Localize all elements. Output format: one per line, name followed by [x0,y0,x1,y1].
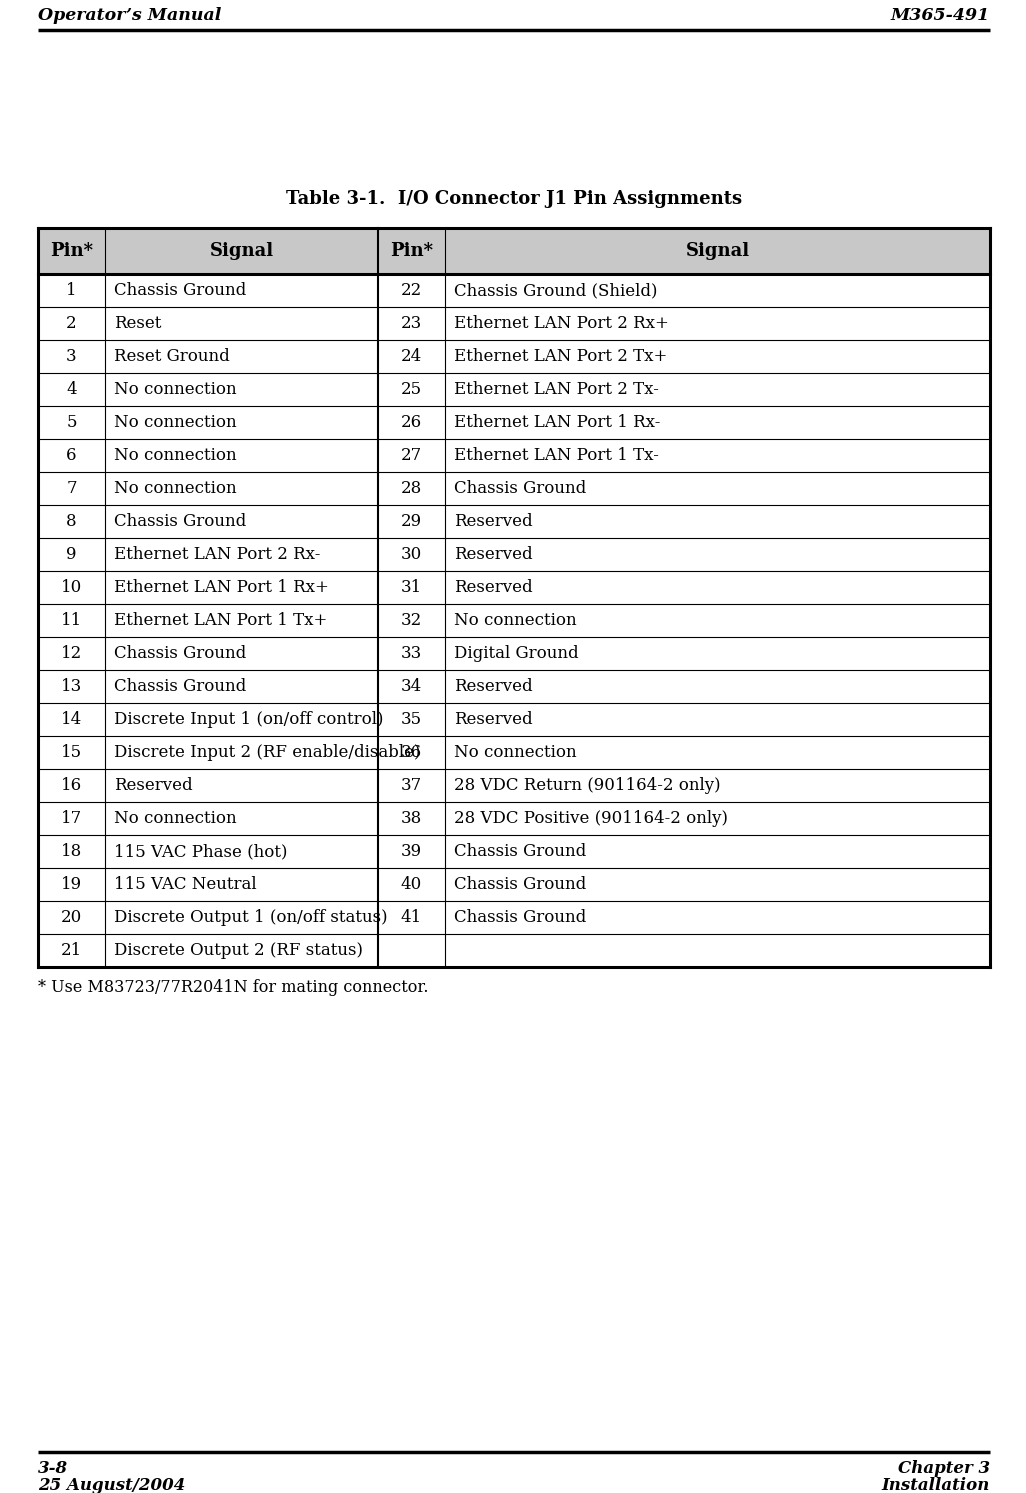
Text: 1: 1 [67,282,77,299]
Text: Reset Ground: Reset Ground [114,348,230,364]
Text: Chassis Ground: Chassis Ground [453,876,586,893]
Text: Reserved: Reserved [453,514,532,530]
Text: Ethernet LAN Port 2 Tx-: Ethernet LAN Port 2 Tx- [453,381,659,399]
Text: Reset: Reset [114,315,161,331]
Text: * Use M83723/77R2041N for mating connector.: * Use M83723/77R2041N for mating connect… [38,979,429,996]
Text: 22: 22 [401,282,422,299]
Text: 28 VDC Return (901164-2 only): 28 VDC Return (901164-2 only) [453,776,720,794]
Text: 12: 12 [61,645,82,661]
Text: Reserved: Reserved [453,711,532,729]
Text: 15: 15 [61,744,82,761]
Text: 2: 2 [67,315,77,331]
Text: Chassis Ground: Chassis Ground [453,481,586,497]
Text: Reserved: Reserved [453,678,532,696]
Text: Discrete Input 2 (RF enable/disable): Discrete Input 2 (RF enable/disable) [114,744,421,761]
Text: Reserved: Reserved [453,546,532,563]
Text: Ethernet LAN Port 1 Tx-: Ethernet LAN Port 1 Tx- [453,446,659,464]
Text: 10: 10 [61,579,82,596]
Text: Operator’s Manual: Operator’s Manual [38,7,222,24]
Text: Ethernet LAN Port 1 Rx+: Ethernet LAN Port 1 Rx+ [114,579,329,596]
Text: Signal: Signal [685,242,750,260]
Text: Ethernet LAN Port 2 Rx-: Ethernet LAN Port 2 Rx- [114,546,320,563]
Text: 39: 39 [401,844,422,860]
Text: Ethernet LAN Port 2 Rx+: Ethernet LAN Port 2 Rx+ [453,315,669,331]
Text: 8: 8 [67,514,77,530]
Text: Chapter 3: Chapter 3 [898,1460,990,1477]
Text: 24: 24 [401,348,422,364]
Text: 34: 34 [401,678,422,696]
Text: No connection: No connection [114,446,237,464]
Text: M365-491: M365-491 [891,7,990,24]
Text: Chassis Ground (Shield): Chassis Ground (Shield) [453,282,658,299]
Text: 18: 18 [61,844,82,860]
Text: Chassis Ground: Chassis Ground [453,844,586,860]
Text: 29: 29 [401,514,422,530]
Text: 115 VAC Neutral: 115 VAC Neutral [114,876,256,893]
Text: 3-8: 3-8 [38,1460,68,1477]
Text: Pin*: Pin* [390,242,433,260]
Text: Ethernet LAN Port 2 Tx+: Ethernet LAN Port 2 Tx+ [453,348,667,364]
Text: 13: 13 [61,678,82,696]
Text: No connection: No connection [114,481,237,497]
Text: 37: 37 [401,776,422,794]
Text: Discrete Output 2 (RF status): Discrete Output 2 (RF status) [114,942,363,959]
Text: Ethernet LAN Port 1 Tx+: Ethernet LAN Port 1 Tx+ [114,612,327,629]
Text: 14: 14 [61,711,82,729]
Text: 28: 28 [401,481,422,497]
Text: Pin*: Pin* [50,242,93,260]
Text: Digital Ground: Digital Ground [453,645,579,661]
Text: No connection: No connection [114,811,237,827]
Text: 28 VDC Positive (901164-2 only): 28 VDC Positive (901164-2 only) [453,811,728,827]
Text: Signal: Signal [209,242,274,260]
Text: 4: 4 [67,381,77,399]
Text: 35: 35 [401,711,422,729]
Text: Reserved: Reserved [453,579,532,596]
Text: No connection: No connection [453,612,577,629]
Text: 115 VAC Phase (hot): 115 VAC Phase (hot) [114,844,287,860]
Text: Reserved: Reserved [114,776,193,794]
Text: 7: 7 [67,481,77,497]
Text: Chassis Ground: Chassis Ground [453,909,586,926]
Text: 11: 11 [61,612,82,629]
Text: 25: 25 [401,381,422,399]
Text: 32: 32 [401,612,422,629]
Text: 17: 17 [61,811,82,827]
Text: 31: 31 [401,579,422,596]
Text: 40: 40 [401,876,422,893]
Text: Chassis Ground: Chassis Ground [114,282,246,299]
Text: 21: 21 [61,942,82,959]
Text: Discrete Input 1 (on/off control): Discrete Input 1 (on/off control) [114,711,384,729]
Text: No connection: No connection [453,744,577,761]
Text: Chassis Ground: Chassis Ground [114,678,246,696]
Text: Installation: Installation [881,1477,990,1493]
Text: 16: 16 [61,776,82,794]
Text: 5: 5 [67,414,77,431]
Text: 6: 6 [67,446,77,464]
Text: 25 August/2004: 25 August/2004 [38,1477,186,1493]
Text: No connection: No connection [114,381,237,399]
Bar [38,228,990,275]
Text: 19: 19 [61,876,82,893]
Text: 36: 36 [401,744,422,761]
Text: Table 3-1.  I/O Connector J1 Pin Assignments: Table 3-1. I/O Connector J1 Pin Assignme… [286,190,742,208]
Text: 33: 33 [401,645,422,661]
Text: No connection: No connection [114,414,237,431]
Text: 38: 38 [401,811,422,827]
Text: 41: 41 [401,909,422,926]
Text: 20: 20 [61,909,82,926]
Text: 3: 3 [67,348,77,364]
Text: 26: 26 [401,414,422,431]
Text: 23: 23 [401,315,422,331]
Text: Chassis Ground: Chassis Ground [114,645,246,661]
Text: 30: 30 [401,546,422,563]
Text: Chassis Ground: Chassis Ground [114,514,246,530]
Text: Ethernet LAN Port 1 Rx-: Ethernet LAN Port 1 Rx- [453,414,661,431]
Text: Discrete Output 1 (on/off status): Discrete Output 1 (on/off status) [114,909,388,926]
Text: 9: 9 [67,546,77,563]
Text: 27: 27 [401,446,422,464]
